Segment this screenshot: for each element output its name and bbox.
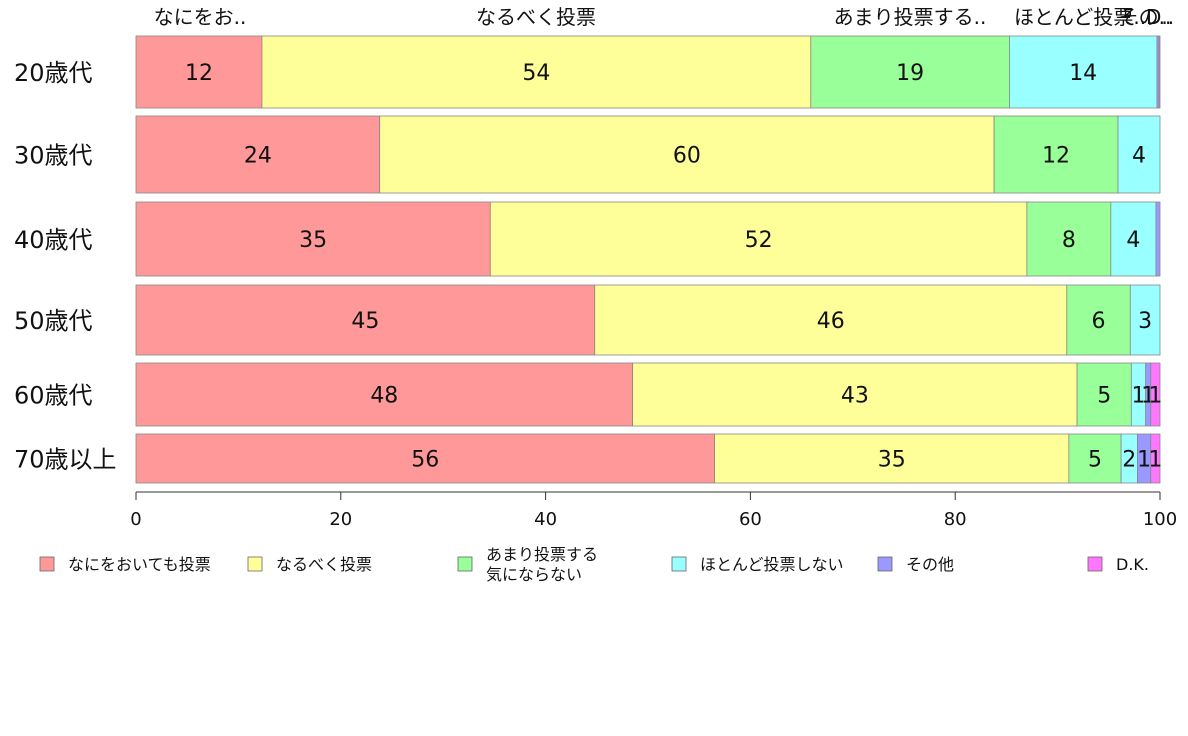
bar-segment (1129, 284, 1161, 356)
data-label: 14 (1069, 61, 1097, 86)
data-label: 35 (299, 228, 327, 253)
legend-label: なにをおいても投票 (68, 555, 211, 574)
data-label: 1 (1137, 448, 1151, 473)
bar-segment (489, 201, 1028, 277)
bar-segment (1158, 35, 1161, 109)
data-label: 1 (1131, 384, 1145, 409)
data-label: 12 (185, 61, 213, 86)
legend-swatch (39, 556, 55, 572)
bar-segment (810, 35, 1010, 109)
x-axis: 0 20 40 60 80 100 (130, 491, 1177, 530)
row-label: 50歳代 (14, 307, 93, 335)
legend-label: D.K. (1116, 555, 1149, 574)
top-label: なるべく投票 (476, 5, 596, 29)
data-label: 5 (1097, 384, 1111, 409)
top-label: ほとんど投票.. (1014, 5, 1146, 29)
top-label: D.. (1146, 5, 1174, 29)
data-label: 4 (1126, 228, 1140, 253)
bar-segment (135, 35, 263, 109)
bar-segment (1076, 362, 1132, 427)
bar-segment (1066, 284, 1131, 356)
data-label: 46 (817, 309, 845, 334)
data-label: 48 (370, 384, 398, 409)
data-label: 5 (1088, 448, 1102, 473)
legend-label: その他 (906, 555, 954, 574)
bar-segment (714, 433, 1070, 484)
x-tick-label: 80 (944, 509, 967, 530)
top-label: その.. (1119, 5, 1172, 29)
bar-segment (135, 362, 634, 427)
bar-segment (135, 201, 491, 277)
legend-swatch (247, 556, 263, 572)
data-label: 8 (1062, 228, 1076, 253)
legend-label: ほとんど投票しない (700, 555, 844, 574)
legend-label: あまり投票する (486, 545, 598, 564)
data-label: 6 (1092, 309, 1106, 334)
legend-swatch (1087, 556, 1103, 572)
legend-swatch (671, 556, 687, 572)
bar-segment (632, 362, 1078, 427)
bar-segment (379, 115, 995, 194)
row-label: 30歳代 (14, 142, 93, 170)
x-tick-label: 60 (739, 509, 762, 530)
row-labels: 20歳代 30歳代 40歳代 50歳代 60歳代 70歳以上 (14, 59, 117, 474)
legend-label: なるべく投票 (276, 555, 372, 574)
data-label: 19 (896, 61, 924, 86)
top-column-labels: なにをお.. なるべく投票 あまり投票する.. ほとんど投票..その..D.. (154, 5, 1174, 29)
x-tick-label: 0 (130, 509, 141, 530)
bar-segment (1110, 201, 1157, 277)
bar-segment (1155, 201, 1161, 277)
data-label: 12 (1042, 144, 1070, 169)
data-label: 3 (1138, 309, 1152, 334)
x-tick-label: 40 (534, 509, 557, 530)
bar-segment (1150, 433, 1161, 484)
legend-swatch (877, 556, 893, 572)
top-label: なにをお.. (154, 5, 247, 29)
bar-segment (1150, 362, 1161, 427)
bar-segment (135, 115, 381, 194)
data-label: 60 (673, 144, 701, 169)
x-tick-label: 100 (1143, 509, 1177, 530)
row-label: 40歳代 (14, 226, 93, 254)
data-label: 52 (745, 228, 773, 253)
top-label: あまり投票する.. (834, 5, 987, 29)
data-label: 24 (244, 144, 272, 169)
row-label: 70歳以上 (14, 446, 117, 474)
row-label: 60歳代 (14, 382, 93, 410)
data-label: 1 (1148, 448, 1162, 473)
legend-swatch (457, 556, 473, 572)
bar-segment (135, 284, 596, 356)
data-label: 4 (1132, 144, 1146, 169)
bar-segment (1026, 201, 1112, 277)
bar-segment (1117, 115, 1161, 194)
data-label: 43 (841, 384, 869, 409)
data-label: 54 (522, 61, 550, 86)
bar-segment (594, 284, 1068, 356)
data-label: 35 (878, 448, 906, 473)
bar-segment (1009, 35, 1158, 109)
x-tick-label: 20 (329, 509, 352, 530)
data-label: 1 (1148, 384, 1162, 409)
row-label: 20歳代 (14, 59, 93, 87)
bar-segment (993, 115, 1119, 194)
data-label: 2 (1122, 448, 1136, 473)
data-label: 45 (351, 309, 379, 334)
legend-label: 気にならない (486, 565, 582, 584)
data-label: 56 (411, 448, 439, 473)
